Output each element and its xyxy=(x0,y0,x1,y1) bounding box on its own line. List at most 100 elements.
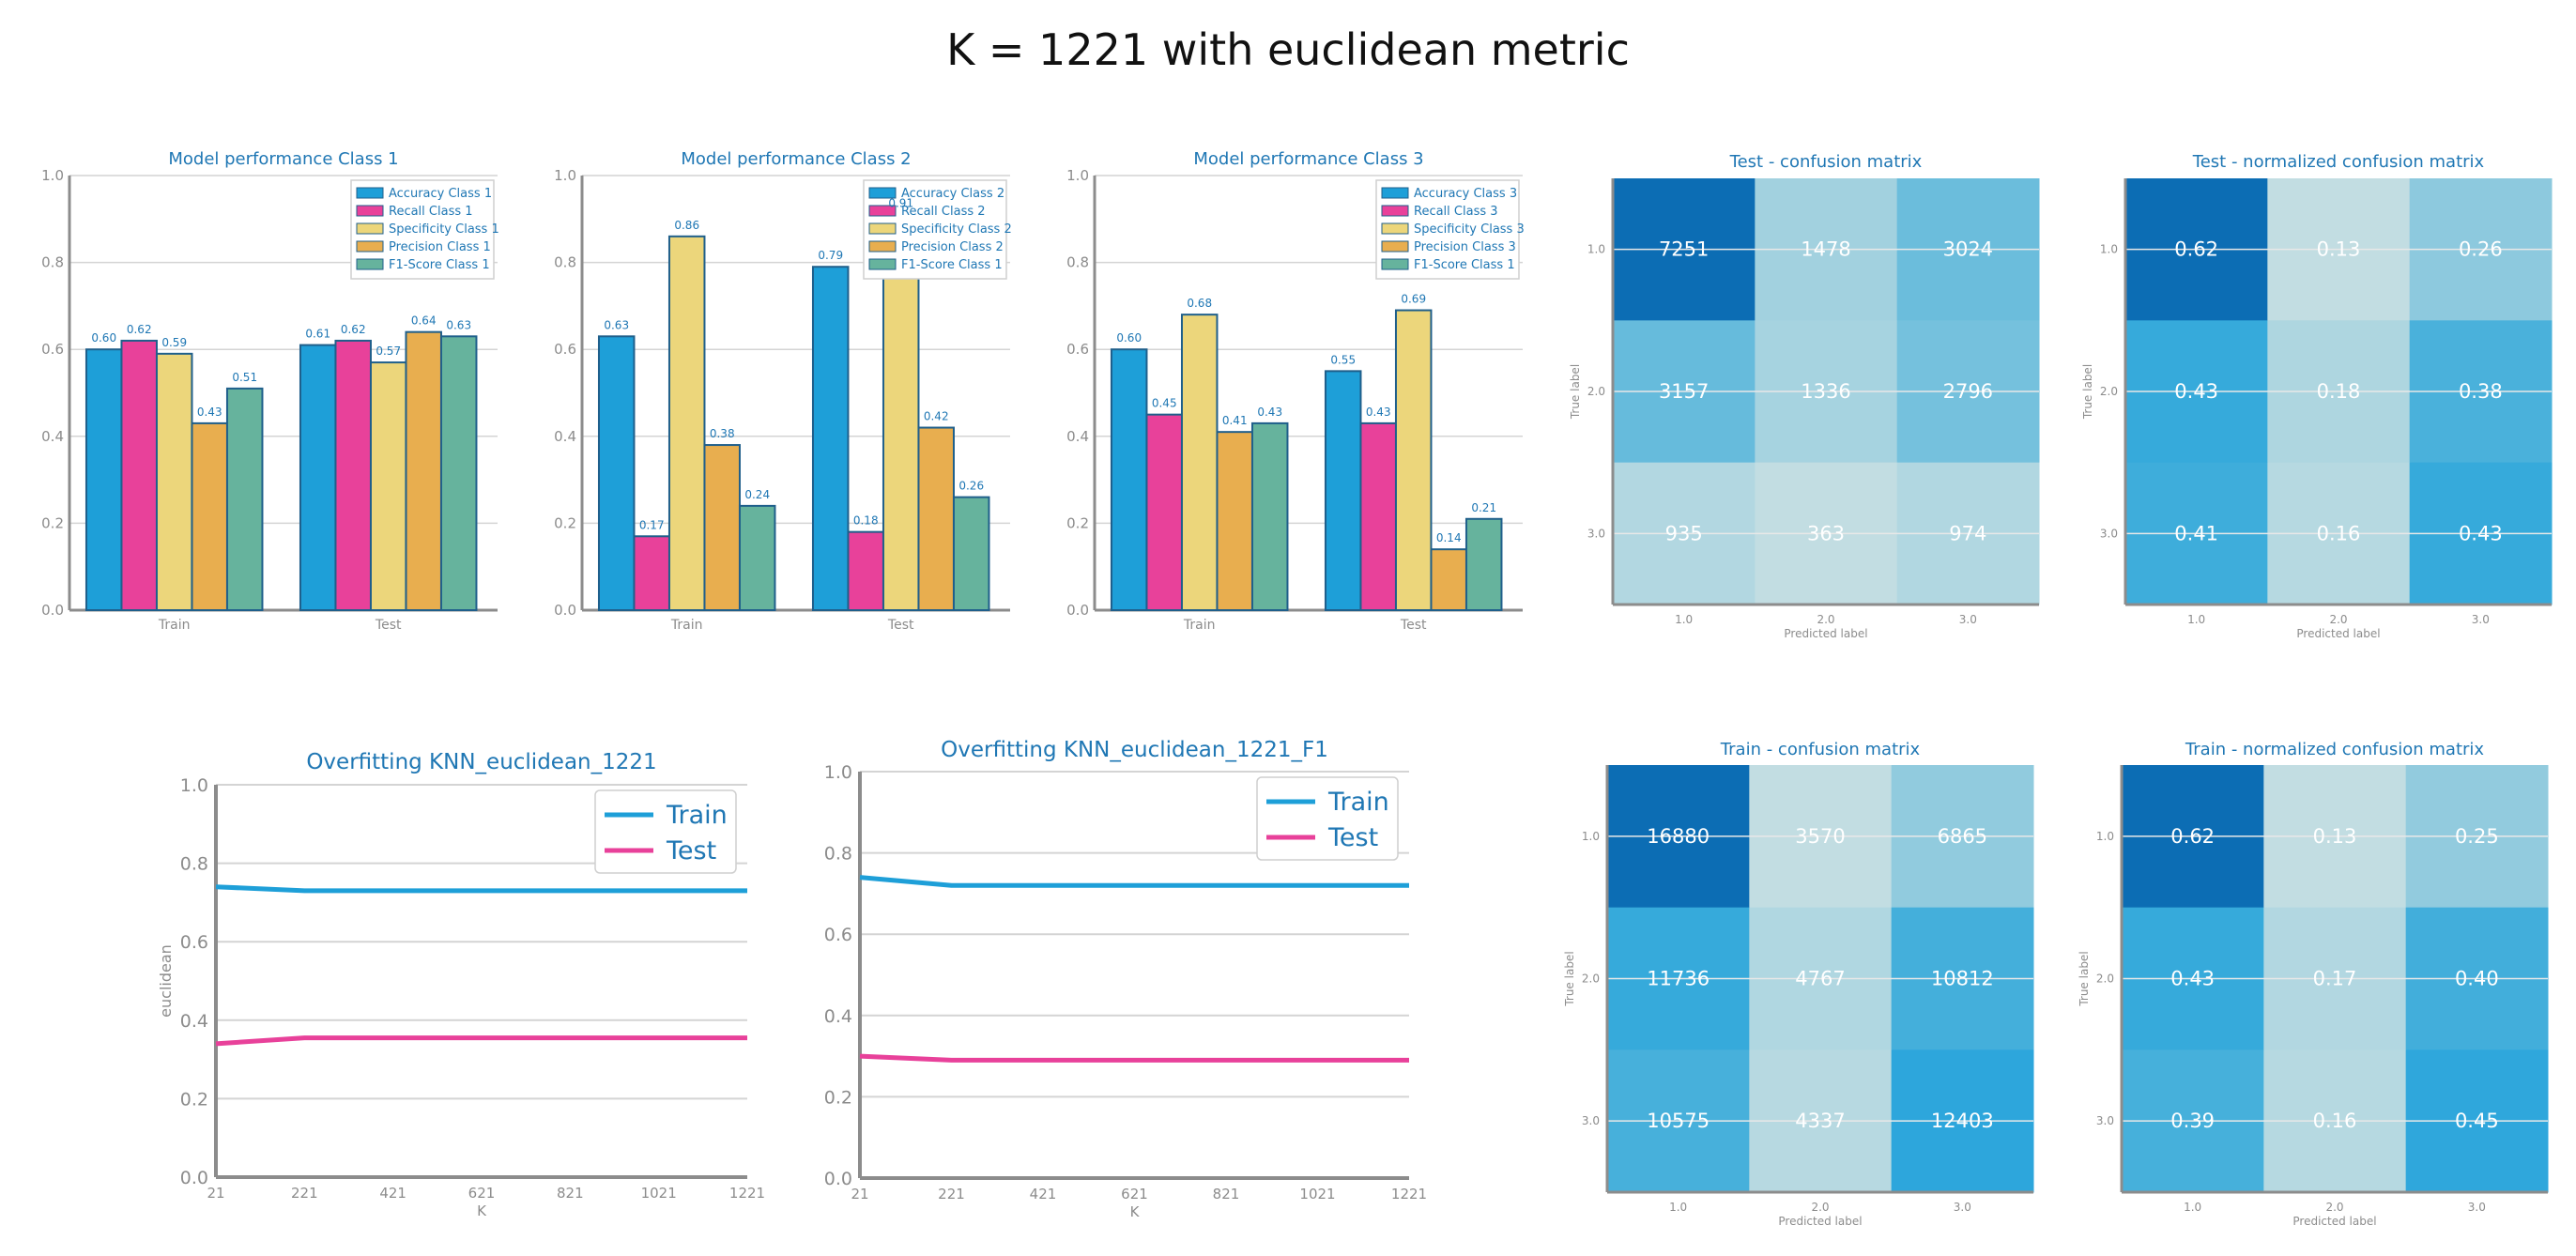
perf2-legend-label: Accuracy Class 2 xyxy=(901,187,1004,201)
perf2-data-label: 0.91 xyxy=(888,197,913,210)
perf3-legend-swatch xyxy=(1381,240,1409,253)
perf1-data-label: 0.51 xyxy=(232,371,257,384)
over2-xtick-label: 221 xyxy=(938,1186,965,1202)
perf1-data-label: 0.57 xyxy=(376,345,401,358)
cm_train-cell-value: 4767 xyxy=(1795,968,1845,990)
perf2-data-label: 0.63 xyxy=(604,318,629,331)
perf1-ytick-label: 0.6 xyxy=(41,341,64,358)
over2-title: Overfitting KNN_euclidean_1221_F1 xyxy=(941,738,1328,762)
over2-legend-label: Test xyxy=(1327,823,1378,852)
cm_test-xtick-label: 2.0 xyxy=(1817,613,1834,626)
cm_train-ytick-label: 2.0 xyxy=(1582,973,1600,986)
perf1-data-label: 0.62 xyxy=(127,323,152,336)
cm_test-xtick-label: 1.0 xyxy=(1675,613,1693,626)
cm_test_norm-ytick-label: 2.0 xyxy=(2100,385,2118,398)
perf2-legend-swatch xyxy=(868,258,897,270)
cm_test-cell-value: 974 xyxy=(1949,522,1986,544)
over2-xlabel: K xyxy=(1130,1203,1141,1220)
cm_test_norm-cell-value: 0.26 xyxy=(2459,238,2503,261)
over1-legend-label: Train xyxy=(666,801,728,830)
over1-xtick-label: 21 xyxy=(207,1185,224,1202)
cm_train_norm-cell-value: 0.45 xyxy=(2455,1110,2499,1132)
perf2-bar xyxy=(811,266,850,611)
perf3-legend-label: Precision Class 3 xyxy=(1414,240,1516,254)
perf1-bar xyxy=(299,344,337,611)
cm_test_norm-cell-value: 0.18 xyxy=(2317,380,2361,403)
perf3-data-label: 0.60 xyxy=(1116,331,1142,345)
over1-ytick-label: 0.4 xyxy=(180,1011,208,1032)
cm_test-cell-value: 7251 xyxy=(1659,238,1709,261)
perf3-bar xyxy=(1216,431,1253,612)
perf2-data-label: 0.42 xyxy=(924,410,949,423)
cm_test_norm-xlabel: Predicted label xyxy=(2296,627,2380,640)
perf2-data-label: 0.18 xyxy=(853,514,879,528)
perf3-ytick-label: 0.2 xyxy=(1066,514,1089,531)
perf2-bar xyxy=(703,444,741,611)
perf1-legend-swatch xyxy=(356,222,384,235)
cm_test_norm-ytick-label: 1.0 xyxy=(2100,243,2118,256)
cm_test-ytick-label: 1.0 xyxy=(1587,243,1605,256)
over1-xtick-label: 421 xyxy=(379,1185,406,1202)
perf2-legend-label: Recall Class 2 xyxy=(901,205,986,219)
figure-title: K = 1221 with euclidean metric xyxy=(946,24,1630,75)
perf2-legend-label: Specificity Class 2 xyxy=(901,222,1012,237)
perf2-legend-swatch xyxy=(868,240,897,253)
perf3-data-label: 0.69 xyxy=(1401,293,1426,306)
over1-series-line xyxy=(215,884,747,894)
perf2-legend-swatch xyxy=(868,187,897,199)
perf3-bar xyxy=(1145,413,1183,611)
cm_train-ytick-label: 1.0 xyxy=(1582,830,1600,843)
perf3-xtick-label: Test xyxy=(1400,618,1427,633)
perf2-title: Model performance Class 2 xyxy=(681,149,911,169)
perf2-data-label: 0.38 xyxy=(710,427,735,440)
cm_test_norm-cell-value: 0.62 xyxy=(2174,238,2218,261)
cm_train-title: Train - confusion matrix xyxy=(1720,740,1921,759)
perf2-bar xyxy=(917,426,955,612)
cm_train-ylabel: True label xyxy=(1563,951,1576,1006)
perf3-data-label: 0.43 xyxy=(1257,406,1282,419)
perf1-legend-swatch xyxy=(356,240,384,253)
cm_train-cell-value: 4337 xyxy=(1795,1110,1845,1132)
cm_train_norm-ytick-label: 1.0 xyxy=(2096,830,2114,843)
perf3-legend-label: Accuracy Class 3 xyxy=(1414,187,1517,201)
perf1-legend-swatch xyxy=(356,258,384,270)
perf1-ytick-label: 0.0 xyxy=(41,602,64,619)
over2-xtick-label: 821 xyxy=(1213,1186,1240,1202)
over1-ytick-label: 0.2 xyxy=(180,1089,208,1110)
cm_test_norm-xtick-label: 3.0 xyxy=(2472,613,2490,626)
perf1-ytick-label: 0.4 xyxy=(41,428,64,445)
over1-xlabel: K xyxy=(477,1202,487,1219)
over2-group xyxy=(858,771,1409,1180)
cm_train-cell-value: 10575 xyxy=(1647,1110,1710,1132)
perf3-legend-swatch xyxy=(1381,205,1409,217)
perf2-xtick-label: Train xyxy=(670,618,703,633)
perf3-data-label: 0.68 xyxy=(1187,297,1212,310)
perf3-ytick-label: 0.4 xyxy=(1066,428,1089,445)
cm_train-cell-value: 12403 xyxy=(1931,1110,1994,1132)
perf1-data-label: 0.62 xyxy=(341,323,366,336)
perf1-legend-label: Recall Class 1 xyxy=(389,205,473,219)
cm_train-cell-value: 16880 xyxy=(1647,825,1710,848)
over1-xtick-label: 221 xyxy=(291,1185,318,1202)
cm_test-xlabel: Predicted label xyxy=(1784,627,1867,640)
cm_train_norm-cell-value: 0.40 xyxy=(2455,968,2499,990)
perf2-data-label: 0.79 xyxy=(818,249,843,262)
perf1-data-label: 0.63 xyxy=(446,318,471,331)
perf1-title: Model performance Class 1 xyxy=(168,149,398,169)
cm_test-ytick-label: 3.0 xyxy=(1587,527,1605,540)
perf3-data-label: 0.21 xyxy=(1471,501,1496,514)
perf1-legend-swatch xyxy=(356,187,384,199)
perf2-ytick-label: 0.2 xyxy=(554,514,576,531)
cm_train-cell-value: 6865 xyxy=(1938,825,1987,848)
perf1-legend-label: Accuracy Class 1 xyxy=(389,187,492,201)
perf3-bar xyxy=(1464,517,1503,612)
perf1-ytick-label: 0.2 xyxy=(41,514,64,531)
perf2-data-label: 0.86 xyxy=(674,219,699,232)
perf1-data-label: 0.61 xyxy=(305,328,330,341)
perf2-legend-swatch xyxy=(868,222,897,235)
cm_test_norm-xtick-label: 1.0 xyxy=(2187,613,2205,626)
perf1-ytick-label: 0.8 xyxy=(41,254,64,271)
cm_train-xtick-label: 3.0 xyxy=(1954,1201,1971,1214)
over1-series-line xyxy=(215,1035,747,1047)
